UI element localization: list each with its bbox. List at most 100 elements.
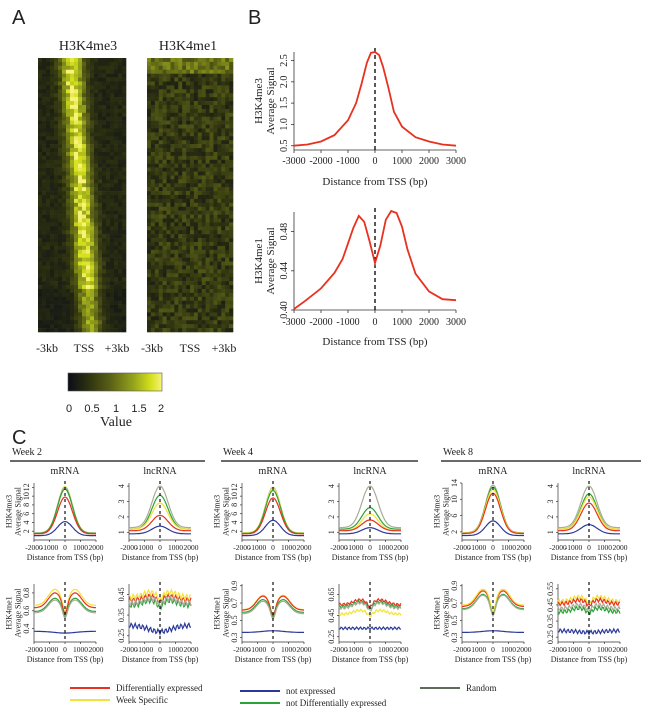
heatmap1-cell [58,81,63,86]
heatmap2-cell [229,97,234,102]
heatmap2-cell [190,171,195,176]
heatmap1-cell [98,261,103,266]
heatmap2-cell [150,226,156,231]
heatmap2-cell [150,171,156,176]
heatmap2-cell [197,265,203,270]
heatmap1-cell [122,93,127,98]
heatmap2-cell [205,292,210,298]
heatmap2-cell [150,191,156,196]
heatmap2-cell [209,163,214,168]
heatmap1-cell [50,206,55,211]
heatmap2-cell [213,101,218,106]
heatmap1-cell [98,245,103,251]
heatmap2-cell [201,77,206,82]
heatmap2-cell [154,300,160,305]
heatmap1-cell [110,81,115,86]
heatmap1-cell [106,140,111,145]
heatmap2-cell [186,328,191,333]
c-w2-r1-c1-series-not-expressed [557,627,621,636]
heatmap1-cell [118,159,123,164]
heatmap1-cell [110,183,115,188]
heatmap2-cell [190,273,195,278]
heatmap1-cell [90,324,95,329]
heatmap2-cell [147,77,152,82]
heatmap2-cell [209,155,214,161]
heatmap2-cell [186,132,191,137]
heatmap2-cell [205,65,210,71]
heatmap2-cell [213,214,218,219]
heatmap2-cell [205,308,210,313]
heatmap1-cell [82,89,87,94]
heatmap1-cell [86,234,91,239]
heatmap2-cell [147,144,152,149]
heatmap1-cell [70,245,75,251]
heatmap2-cell [217,61,222,67]
heatmap2-cell [162,210,167,215]
heatmap1-cell [90,179,95,184]
heatmap1-cell [62,206,67,211]
heatmap1-cell [98,296,103,301]
c-w2-r0-c1-ytick-label-0: 1 [546,530,555,534]
heatmap1-cell [62,85,67,90]
heatmap2-cell [217,245,222,251]
heatmap1-cell [98,265,103,270]
b2-ytick-label-2: 0.48 [279,223,290,241]
heatmap1-cell [122,265,127,270]
b1-ytick-label-1: 1.0 [279,118,290,131]
heatmap2-cell [150,285,156,290]
heatmap2-cell [193,97,199,102]
heatmap2-cell [213,269,218,274]
heatmap1-cell [94,89,99,94]
heatmap2-cell [186,93,191,98]
c-w1-r0-c1-series-random [338,485,402,529]
heatmap2-cell [225,183,230,188]
heatmap1-cell [38,245,43,251]
heatmap1-cell [38,234,43,239]
heatmap1-cell [122,97,127,102]
heatmap1-cell [110,112,115,118]
c-w2-r0-c0-ytick-text-0: 2 [450,530,459,534]
heatmap1-cell [106,108,111,114]
heatmap1-cell [122,234,127,239]
heatmap1-cell [86,73,91,78]
heatmap2-cell [158,202,163,208]
heatmap1-cell [118,191,123,196]
heatmap1-cell [78,241,83,247]
heatmap2-cell [147,218,152,223]
heatmap2-cell [221,175,226,180]
colorbar-tick-1: 0.5 [84,403,99,415]
heatmap2-cell [225,116,230,121]
heatmap1-cell [82,144,87,149]
heatmap1-cell [106,312,111,317]
c-w1-r0-c0-ylabel-line-1: Average Signal [221,486,230,536]
heatmap2-cell [154,277,160,282]
heatmap1-cell [46,191,51,196]
c-w0-r0-c0-xtick-label-3: 1000 [73,543,88,552]
heatmap1-cell [54,108,59,114]
heatmap1-cell [62,238,67,243]
heatmap1-cell [46,324,51,329]
heatmap1-cell [98,101,103,106]
heatmap2-cell [174,136,179,141]
heatmap1-cell [74,171,79,176]
heatmap1-cell [98,81,103,86]
heatmap1-cell [70,241,75,247]
heatmap2-cell [209,187,214,192]
heatmap1-cell [114,97,119,102]
heatmap1-cell [46,171,51,176]
heatmap1-cell [106,89,111,94]
heatmap2-cell [170,124,175,129]
heatmap2-cell [225,269,230,274]
heatmap2-cell [193,312,199,317]
heatmap1-cell [122,187,127,192]
heatmap2-cell [221,277,226,282]
heatmap1-cell [110,148,115,153]
heatmap1-cell [102,85,107,90]
heatmap1-cell [66,61,71,67]
heatmap2-cell [225,210,230,215]
heatmap2-cell [162,108,167,114]
heatmap2-cell [193,281,199,286]
heatmap1-cell [70,230,75,235]
heatmap2-cell [190,77,195,82]
heatmap1-cell [114,120,119,125]
